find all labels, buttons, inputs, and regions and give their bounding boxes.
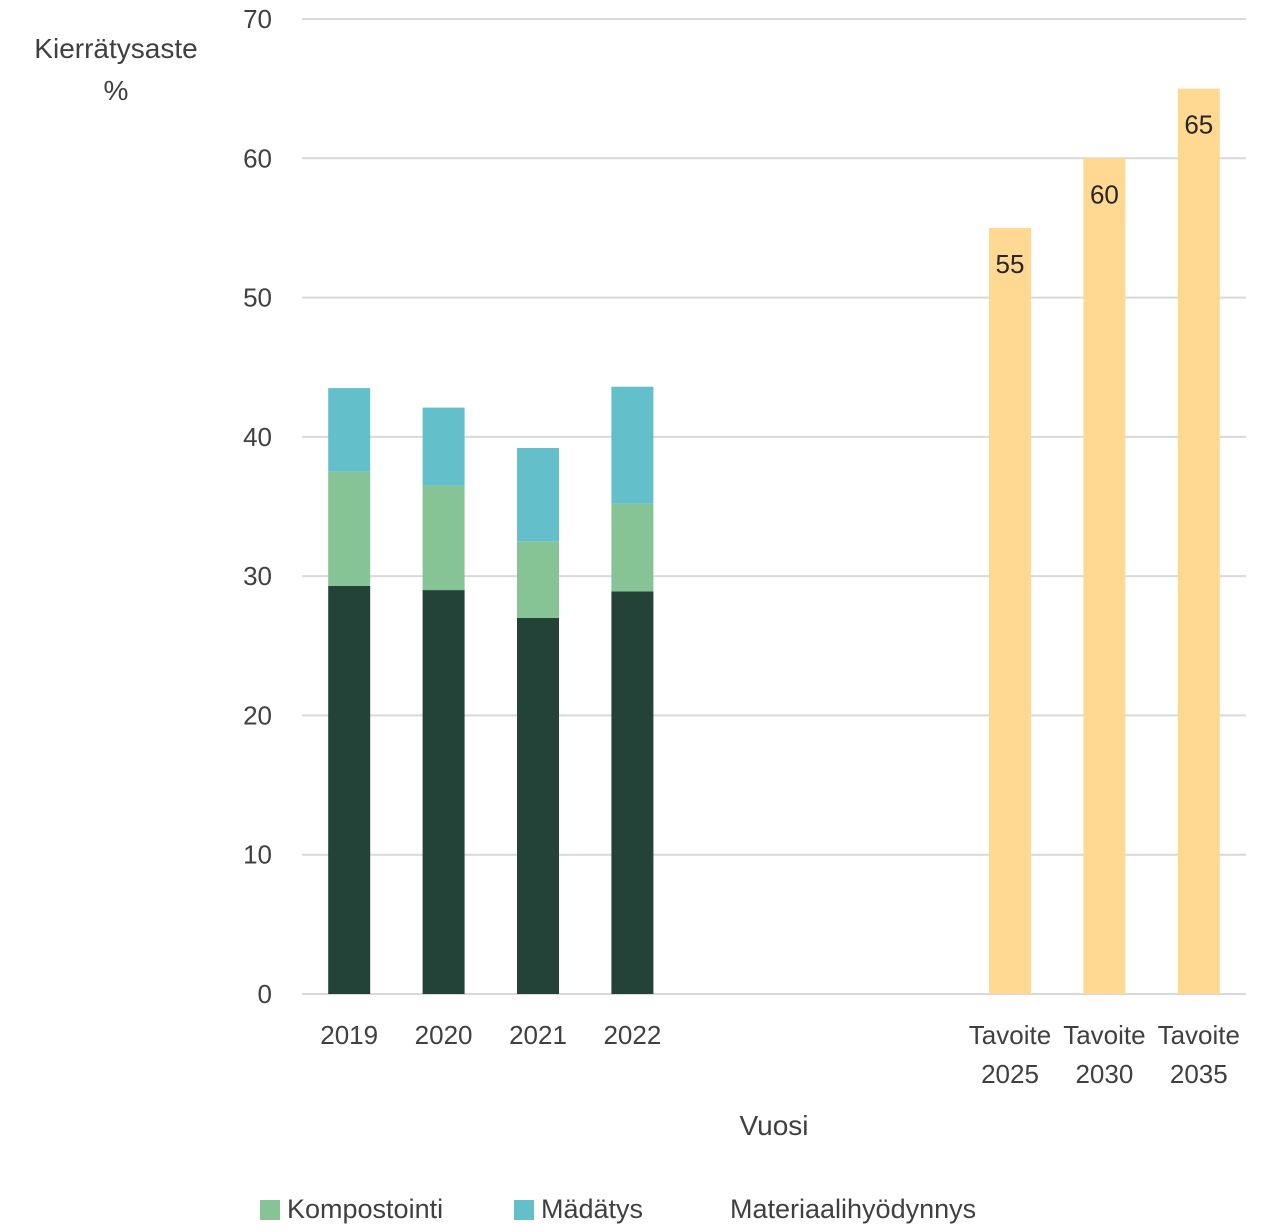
bar-segment [328, 471, 371, 586]
bar-segment [611, 386, 654, 504]
x-tick-label: Tavoite [1063, 1020, 1145, 1050]
x-tick-label: 2022 [603, 1020, 661, 1050]
bar-segment [422, 485, 465, 591]
y-tick-label: 40 [243, 422, 272, 452]
y-tick-label: 50 [243, 283, 272, 313]
x-tick-label: 2021 [509, 1020, 567, 1050]
bar-segment [1177, 88, 1220, 994]
legend-label: Materiaalihyödynnys [730, 1194, 976, 1224]
y-axis-title-line: Kierrätysaste [34, 33, 197, 64]
x-tick-label: 2025 [981, 1059, 1039, 1089]
bar-segment [517, 617, 559, 994]
bar-segment [422, 590, 465, 994]
bar-segment [989, 227, 1031, 994]
y-tick-label: 0 [258, 979, 272, 1009]
data-label: 65 [1184, 110, 1213, 140]
y-axis-title-line: % [104, 75, 129, 106]
bar-segment [611, 591, 654, 994]
y-tick-label: 30 [243, 561, 272, 591]
y-tick-label: 70 [243, 4, 272, 34]
bar-segment [517, 541, 559, 618]
data-label: 60 [1090, 179, 1119, 209]
y-tick-label: 10 [243, 840, 272, 870]
x-tick-label: 2030 [1075, 1059, 1133, 1089]
x-category-labels: 2019 2020 2021 2022 Tavoite 2025 Tavoite 2030 Ta… [320, 1020, 1240, 1089]
legend-swatch [260, 1200, 280, 1220]
x-axis-title: Vuosi [739, 1110, 808, 1141]
x-tick-label: 2035 [1170, 1059, 1228, 1089]
y-tick-labels: 0 10 20 30 40 50 60 70 [243, 4, 272, 1009]
x-tick-label: 2019 [320, 1020, 378, 1050]
bar-segment [328, 388, 371, 472]
legend-label: Mädätys [541, 1194, 643, 1224]
x-tick-label: Tavoite [969, 1020, 1051, 1050]
data-labels: 55 60 65 [996, 110, 1214, 279]
legend-label: Kompostointi [287, 1194, 443, 1224]
bars [328, 88, 1220, 995]
bar-segment [517, 448, 559, 542]
bar-segment [1083, 158, 1126, 995]
y-tick-label: 60 [243, 143, 272, 173]
legend: Kompostointi Mädätys Materiaalihyödynnys [260, 1194, 976, 1224]
bar-segment [422, 407, 465, 486]
data-label: 55 [996, 249, 1025, 279]
bar-segment [328, 585, 371, 994]
x-tick-label: Tavoite [1158, 1020, 1240, 1050]
x-tick-label: 2020 [415, 1020, 473, 1050]
y-axis-title: Kierrätysaste% [34, 33, 197, 106]
legend-swatch [514, 1200, 534, 1220]
y-tick-label: 20 [243, 700, 272, 730]
bar-segment [611, 503, 654, 592]
